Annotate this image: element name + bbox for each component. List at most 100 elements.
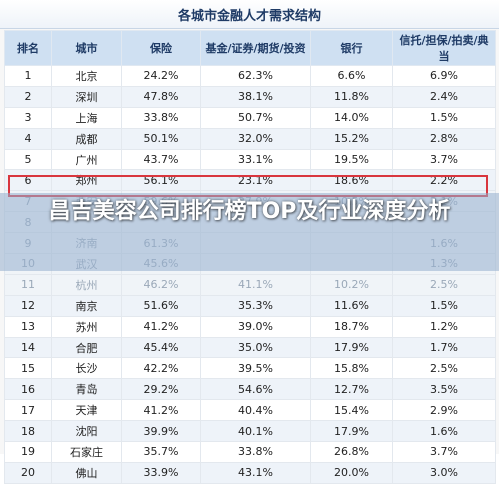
table-cell: 3.7% [392,148,496,171]
table-cell: 51.6% [121,294,201,317]
table-cell: 4 [4,127,52,150]
table-cell: 2 [4,85,52,108]
table-cell: 43.1% [200,461,311,484]
table-cell: 6.6% [310,65,393,87]
table-cell: 2.4% [392,85,496,108]
table-row: 16 青岛 29.2% 54.6% 12.7% 3.5% [4,378,496,401]
headline-overlay [0,193,499,271]
table-row: 3 上海 33.8% 50.7% 14.0% 1.5% [4,106,496,129]
table-cell: 50.7% [200,106,311,129]
table-cell: 青岛 [51,378,122,401]
table-cell: 33.1% [200,148,311,171]
column-header: 基金/证券/期货/投资 [200,30,311,66]
table-row: 14 合肥 45.4% 35.0% 17.9% 1.7% [4,336,496,359]
table-cell: 2.5% [392,273,496,296]
table-title: 各城市金融人才需求结构 [0,0,499,29]
table-cell: 天津 [51,399,122,422]
table-cell: 5 [4,148,52,171]
table-row: 5 广州 43.7% 33.1% 19.5% 3.7% [4,148,496,171]
table-cell: 54.6% [200,378,311,401]
table-row: 1 北京 24.2% 62.3% 6.6% 6.9% [4,65,496,87]
column-header: 保险 [121,30,201,66]
table-cell: 佛山 [51,461,122,484]
table-cell: 14.0% [310,106,393,129]
table-cell: 41.2% [121,399,201,422]
table-cell: 1 [4,65,52,87]
table-cell: 10.2% [310,273,393,296]
table-cell: 13 [4,315,52,338]
table-cell: 3.7% [392,441,496,463]
table-row: 13 苏州 41.2% 39.0% 18.7% 1.2% [4,315,496,338]
table-cell: 43.7% [121,148,201,171]
table-cell: 石家庄 [51,441,122,463]
table-cell: 1.5% [392,106,496,129]
table-cell: 38.1% [200,85,311,108]
table-cell: 20 [4,461,52,484]
table-cell: 42.2% [121,357,201,380]
table-row: 20 佛山 33.9% 43.1% 20.0% 3.0% [4,461,496,484]
table-cell: 18.6% [310,169,393,192]
table-cell: 11 [4,273,52,296]
table-cell: 17.9% [310,336,393,359]
table-cell: 11.8% [310,85,393,108]
table-cell: 39.0% [200,315,311,338]
table-cell: 15.4% [310,399,393,422]
table-row: 18 沈阳 39.9% 40.1% 17.9% 1.6% [4,420,496,443]
table-cell: 18 [4,420,52,443]
table-cell: 上海 [51,106,122,129]
table-cell: 35.0% [200,336,311,359]
table-cell: 成都 [51,127,122,150]
table-cell: 3.5% [392,378,496,401]
table-cell: 41.2% [121,315,201,338]
table-cell: 35.7% [121,441,201,463]
table-body: 1 北京 24.2% 62.3% 6.6% 6.9% 2 深圳 47.8% 38.1% 11.8% 2… [4,65,496,484]
table-cell: 33.9% [121,461,201,484]
table-row: 15 长沙 42.2% 39.5% 15.8% 2.5% [4,357,496,380]
table-header-row: 排名 城市 保险 基金/证券/期货/投资 银行 信托/担保/拍卖/典当 [4,30,496,66]
table-cell: 广州 [51,148,122,171]
table-cell: 20.0% [310,461,393,484]
table-cell: 15 [4,357,52,380]
table-cell: 17.9% [310,420,393,443]
table-cell: 62.3% [200,65,311,87]
headline-text: 昌吉美容公司排行榜TOP及行业深度分析 [48,199,451,224]
table-cell: 杭州 [51,273,122,296]
column-header: 信托/担保/拍卖/典当 [392,30,496,66]
table-cell: 12 [4,294,52,317]
table-row: 19 石家庄 35.7% 33.8% 26.8% 3.7% [4,441,496,463]
table-cell: 33.8% [200,441,311,463]
table-cell: 1.2% [392,315,496,338]
table-row: 17 天津 41.2% 40.4% 15.4% 2.9% [4,399,496,422]
table-cell: 2.9% [392,399,496,422]
table-cell: 郑州 [51,169,122,192]
table-row: 2 深圳 47.8% 38.1% 11.8% 2.4% [4,85,496,108]
table-row: 12 南京 51.6% 35.3% 11.6% 1.5% [4,294,496,317]
table-cell: 26.8% [310,441,393,463]
table-cell: 12.7% [310,378,393,401]
table-cell: 32.0% [200,127,311,150]
table-cell: 2.8% [392,127,496,150]
table-cell: 2.2% [392,169,496,192]
table-cell: 19.5% [310,148,393,171]
table-cell: 39.9% [121,420,201,443]
table-cell: 24.2% [121,65,201,87]
column-header: 排名 [4,30,52,66]
table-cell: 16 [4,378,52,401]
table-cell: 深圳 [51,85,122,108]
table-cell: 19 [4,441,52,463]
table-row: 6 郑州 56.1% 23.1% 18.6% 2.2% [4,169,496,192]
table-cell: 56.1% [121,169,201,192]
table-cell: 23.1% [200,169,311,192]
table-cell: 41.1% [200,273,311,296]
table-row: 4 成都 50.1% 32.0% 15.2% 2.8% [4,127,496,150]
table-cell: 北京 [51,65,122,87]
table-cell: 6.9% [392,65,496,87]
table-row: 11 杭州 46.2% 41.1% 10.2% 2.5% [4,273,496,296]
table-cell: 11.6% [310,294,393,317]
column-header: 城市 [51,30,122,66]
table-cell: 29.2% [121,378,201,401]
table-cell: 18.7% [310,315,393,338]
table-cell: 苏州 [51,315,122,338]
table-cell: 40.4% [200,399,311,422]
